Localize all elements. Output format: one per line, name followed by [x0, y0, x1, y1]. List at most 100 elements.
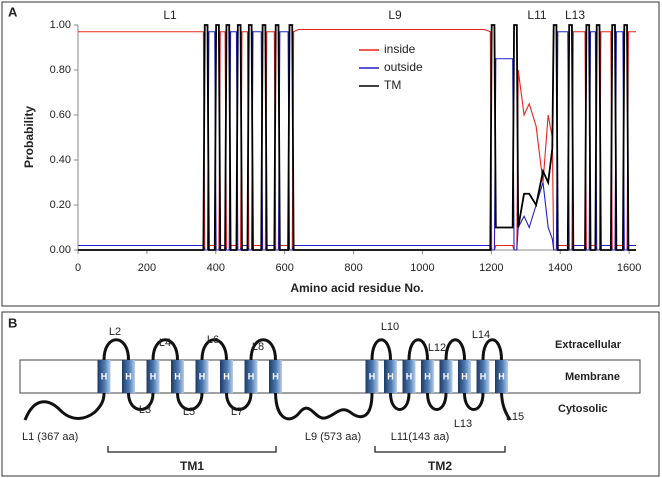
annotation: L13: [565, 8, 585, 22]
y-tick-label: 0.00: [50, 244, 71, 256]
loops: [23, 338, 512, 421]
loop: [200, 338, 228, 361]
helix-label: H: [480, 371, 487, 381]
helix-label: H: [406, 371, 413, 381]
helix: [244, 360, 258, 393]
helix-label: H: [199, 371, 206, 381]
loop: [249, 338, 277, 361]
x-tick-label: 200: [138, 262, 156, 274]
helix-label: H: [125, 371, 132, 381]
x-tick-label: 0: [75, 262, 81, 274]
loop-label: L6: [207, 334, 219, 346]
loop-label: L2: [109, 326, 121, 338]
series-line: [78, 31, 636, 251]
helix: [421, 360, 434, 393]
helix-label: H: [174, 371, 181, 381]
loop-label: L11(143 aa): [391, 431, 450, 443]
helix-label: H: [248, 371, 255, 381]
helix: [476, 360, 490, 393]
bracket: [107, 446, 277, 453]
x-axis-title: Amino acid residue No.: [290, 281, 423, 295]
panel-label: A: [8, 4, 18, 19]
helix: [384, 360, 397, 393]
helix-label: H: [443, 371, 450, 381]
helix-label: H: [461, 371, 468, 381]
x-tick-label: 1600: [617, 262, 641, 274]
bracket: [374, 446, 506, 453]
helix: [458, 360, 471, 393]
loop: [500, 392, 512, 421]
loop-label: L7: [231, 406, 243, 418]
panel-a-frame: [1, 1, 660, 307]
y-tick-label: 0.20: [50, 199, 71, 211]
loop-label: L5: [183, 406, 195, 418]
helix: [402, 360, 416, 393]
helix: [195, 360, 209, 393]
helix: [220, 360, 233, 393]
annotation: L9: [388, 8, 402, 22]
loop-label: L3: [139, 404, 151, 416]
helix-label: H: [387, 371, 394, 381]
x-tick-label: 600: [275, 262, 293, 274]
loop: [23, 392, 106, 421]
loop: [102, 338, 130, 361]
y-tick-label: 0.80: [50, 64, 71, 76]
helix: [171, 360, 184, 393]
helix: [146, 360, 160, 393]
layer-label: Extracellular: [555, 339, 622, 351]
layer-label: Cytosolic: [558, 403, 608, 415]
loop: [444, 338, 466, 361]
loop: [407, 338, 429, 361]
membrane: [19, 359, 641, 394]
loop: [389, 392, 411, 411]
series-line: [78, 24, 636, 251]
x-tick-label: 1400: [548, 262, 572, 274]
panel-b-frame: [1, 311, 660, 477]
legend-label: inside: [384, 42, 416, 56]
loop: [370, 338, 392, 361]
helix-label: H: [498, 371, 505, 381]
layer-label: Membrane: [565, 371, 620, 383]
y-tick-label: 1.00: [50, 19, 71, 31]
helix-label: H: [369, 371, 376, 381]
loop-label: L15: [506, 411, 524, 423]
loop-label: L14: [472, 329, 490, 341]
helix: [97, 360, 111, 393]
loop: [127, 392, 155, 411]
y-axis-title: Probability: [22, 106, 36, 168]
annotation: L11: [527, 8, 546, 22]
loop-label: L13: [454, 418, 472, 430]
group-label: TM2: [428, 459, 452, 473]
loop-label: L12: [428, 342, 446, 354]
helix: [439, 360, 453, 393]
loop-label: L4: [159, 337, 171, 349]
loop: [176, 392, 204, 411]
y-tick-label: 0.60: [50, 109, 71, 121]
loop: [481, 338, 503, 361]
x-tick-label: 400: [207, 262, 225, 274]
loop-label: L10: [381, 321, 399, 333]
x-tick-label: 1200: [479, 262, 503, 274]
legend-label: TM: [384, 78, 401, 92]
x-tick-label: 800: [344, 262, 362, 274]
y-tick-label: 0.40: [50, 154, 71, 166]
helix-label: H: [424, 371, 431, 381]
loop-label: L1 (367 aa): [22, 431, 78, 443]
helix: [495, 360, 508, 393]
helix: [122, 360, 135, 393]
helix: [365, 360, 379, 393]
loop: [274, 392, 374, 421]
annotation: L1: [163, 8, 177, 22]
panel-label: B: [8, 315, 17, 330]
legend-label: outside: [384, 60, 423, 74]
x-tick-label: 1000: [410, 262, 434, 274]
helix-label: H: [272, 371, 279, 381]
helix-label: H: [101, 371, 108, 381]
loop-label: L8: [252, 341, 264, 353]
loop: [426, 392, 448, 411]
loop-label: L9 (573 aa): [305, 431, 361, 443]
loop: [463, 392, 485, 411]
group-label: TM1: [180, 459, 204, 473]
loop: [225, 392, 253, 411]
